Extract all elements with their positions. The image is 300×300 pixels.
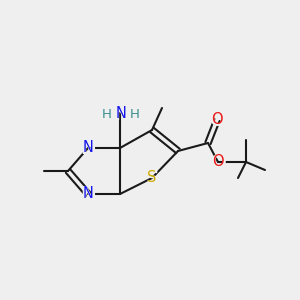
Text: S: S: [145, 169, 159, 188]
Text: N: N: [116, 106, 126, 122]
Text: O: O: [212, 154, 224, 169]
Text: H: H: [102, 107, 112, 121]
Text: N: N: [82, 140, 93, 155]
Text: O: O: [210, 152, 226, 172]
Text: H: H: [100, 105, 114, 123]
Text: O: O: [209, 110, 225, 130]
Text: S: S: [147, 170, 157, 185]
Text: N: N: [80, 184, 96, 203]
Text: N: N: [82, 187, 93, 202]
Text: H: H: [130, 107, 140, 121]
Text: O: O: [211, 112, 223, 128]
Text: N: N: [113, 104, 129, 124]
Text: N: N: [80, 139, 96, 158]
Text: H: H: [128, 105, 142, 123]
